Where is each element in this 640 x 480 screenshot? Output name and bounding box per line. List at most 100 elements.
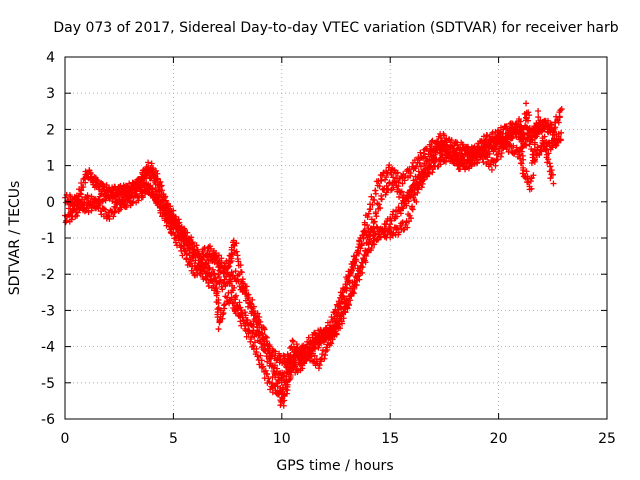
x-tick-label: 5 [169,431,178,447]
data-point [466,146,473,153]
grid-lines [65,57,607,419]
data-point [335,309,342,316]
data-point [392,179,399,186]
data-point [327,339,334,346]
data-point [83,205,90,212]
data-point [523,168,530,175]
data-point [271,362,278,369]
data-point [407,193,414,200]
data-point [333,301,340,308]
data-point [206,264,213,271]
data-point [350,253,357,260]
data-point [106,215,113,222]
data-point [348,266,355,273]
data-point [534,131,541,138]
data-point [251,339,258,346]
data-point [261,326,268,333]
data-point [528,175,535,182]
data-point [86,167,93,174]
data-point [239,314,246,321]
data-point [280,402,287,409]
data-point [486,150,493,157]
data-point [266,378,273,385]
data-point [364,213,371,220]
data-point [255,319,262,326]
data-point [153,167,160,174]
data-point [352,262,359,269]
data-point [511,127,518,134]
data-point [390,166,397,173]
data-point [437,134,444,141]
data-point [371,241,378,248]
data-point [80,200,87,207]
data-point [437,161,444,168]
data-point [216,274,223,281]
data-point [414,189,421,196]
data-point [99,198,106,205]
data-point [211,270,218,277]
data-point [259,331,266,338]
data-point [530,157,537,164]
data-point [281,357,288,364]
data-point [520,164,527,171]
data-point [395,183,402,190]
data-point [518,133,525,140]
data-point [372,190,379,197]
data-point [292,350,299,357]
data-point [221,305,228,312]
data-point [535,107,542,114]
data-point [378,177,385,184]
data-point [91,184,98,191]
data-point [254,353,261,360]
data-point [361,257,368,264]
y-axis-label: SDTVAR / TECUs [7,181,23,296]
data-point [493,135,500,142]
data-point [552,124,559,131]
data-point [73,212,80,219]
data-point [448,137,455,144]
data-point [376,233,383,240]
data-point [401,177,408,184]
data-point [545,150,552,157]
data-point [341,308,348,315]
data-point [228,257,235,264]
data-point [147,167,154,174]
data-point [492,162,499,169]
data-point [479,143,486,150]
data-point [258,324,265,331]
data-point [315,365,322,372]
data-point [518,160,525,167]
data-point [324,346,331,353]
data-point [168,207,175,214]
data-point [240,285,247,292]
data-point [356,237,363,244]
data-point [148,160,155,167]
data-point [127,189,134,196]
data-point [100,205,107,212]
data-point [525,109,532,116]
data-point [151,172,158,179]
data-point [378,196,385,203]
data-point [400,192,407,199]
data-point [373,213,380,220]
data-point [85,175,92,182]
data-point [407,172,414,179]
data-point [442,158,449,165]
data-point [364,249,371,256]
data-point [219,286,226,293]
data-point [212,256,219,263]
data-point [101,206,108,213]
data-point [518,148,525,155]
data-point [111,208,118,215]
data-point [293,341,300,348]
data-point [457,166,464,173]
data-point [484,154,491,161]
data-point [419,180,426,187]
data-point [333,318,340,325]
data-point [509,131,516,138]
data-point [262,367,269,374]
data-point [523,100,530,107]
data-point [311,344,318,351]
data-point [420,150,427,157]
data-point [470,153,477,160]
